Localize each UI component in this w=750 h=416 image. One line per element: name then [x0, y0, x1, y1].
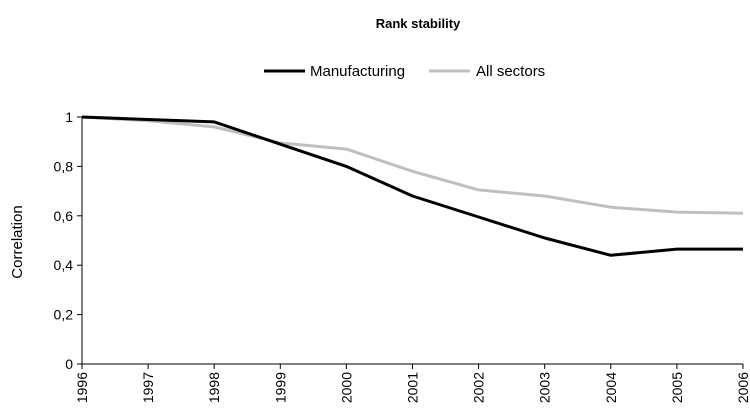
series-lines	[81, 115, 744, 257]
y-tick-label: 0,2	[54, 307, 74, 323]
x-tick-label: 2006	[735, 372, 750, 403]
series-line-manufacturing	[81, 115, 743, 257]
x-tick-label: 2005	[669, 372, 685, 403]
x-tick-label: 2001	[405, 372, 421, 403]
x-tick-label: 2000	[338, 372, 354, 403]
legend-label-all-sectors: All sectors	[476, 63, 545, 80]
legend-label-manufacturing: Manufacturing	[310, 63, 405, 80]
x-tick-label: 2003	[537, 372, 553, 403]
y-tick-label: 0,8	[54, 158, 74, 174]
y-tick-label: 0	[65, 356, 73, 372]
y-tick-label: 0,6	[54, 208, 74, 224]
legend: Manufacturing All sectors	[264, 63, 545, 80]
x-tick-label: 2004	[603, 372, 619, 403]
y-tick-label: 1	[65, 109, 73, 125]
x-tick-label: 1998	[206, 372, 222, 403]
x-ticks: 1996 1997 1998 1999 2000 2001 2002 2003 2004 2005…	[74, 364, 750, 403]
x-tick-label: 1999	[272, 372, 288, 403]
y-ticks: 0 0,2 0,4 0,6 0,8 1	[54, 109, 82, 372]
x-tick-label: 1997	[140, 372, 156, 403]
x-tick-label: 1996	[74, 372, 90, 403]
y-tick-label: 0,4	[54, 257, 74, 273]
x-tick-label: 2002	[471, 372, 487, 403]
series-line-all-sectors	[81, 115, 744, 215]
y-axis-title: Correlation	[9, 205, 26, 278]
chart-title: Rank stability	[376, 16, 461, 31]
